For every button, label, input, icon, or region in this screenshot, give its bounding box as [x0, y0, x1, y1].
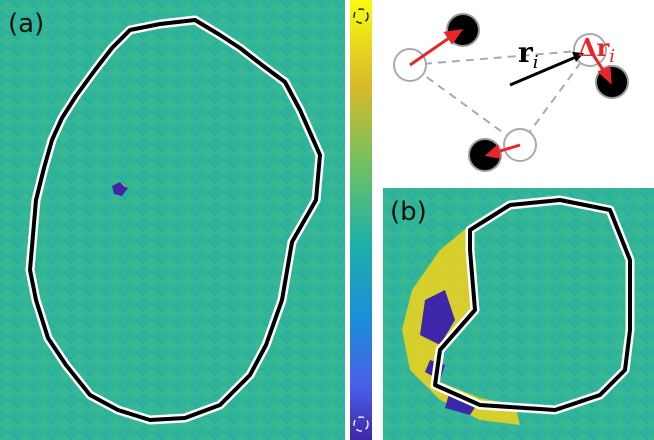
schematic: ri Δri: [394, 14, 628, 171]
colorbar-gradient: [350, 0, 372, 440]
displacement-label: Δri: [578, 33, 615, 67]
colorbar: [350, 0, 372, 440]
symbol: r: [518, 36, 534, 69]
panel-a: (a): [0, 0, 345, 440]
panel-label: (a): [8, 9, 44, 39]
subscript: i: [609, 46, 615, 67]
symbol: Δr: [578, 33, 610, 62]
subscript: i: [533, 52, 539, 73]
panel-label: (b): [390, 197, 427, 227]
panel-b: (b): [383, 188, 654, 440]
position-label: ri: [518, 36, 539, 73]
neighbor-link: [410, 50, 590, 145]
figure: (a) ri Δri (b): [0, 0, 654, 440]
panel-a-background: [0, 0, 345, 440]
page: (a) ri Δri (b) (() => { const data =: [0, 0, 654, 440]
